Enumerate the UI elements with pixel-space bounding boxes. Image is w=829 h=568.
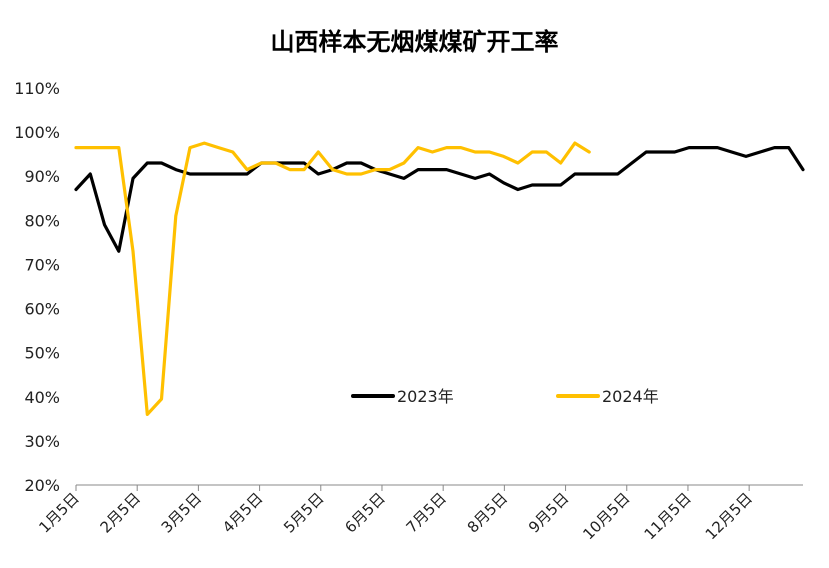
y-tick-label: 90% — [24, 167, 60, 186]
y-tick-label: 100% — [14, 123, 60, 142]
y-tick-label: 40% — [24, 388, 60, 407]
x-tick-label: 9月5日 — [525, 489, 572, 536]
y-tick-label: 70% — [24, 255, 60, 274]
x-tick-label: 8月5日 — [464, 489, 511, 536]
y-tick-label: 20% — [24, 476, 60, 495]
x-tick-label: 2月5日 — [97, 489, 144, 536]
series-lines — [74, 141, 805, 416]
series-line-2024 — [74, 141, 591, 416]
legend-label-2023: 2023年 — [397, 387, 454, 406]
x-tick-label: 11月5日 — [641, 489, 695, 543]
y-tick-label: 60% — [24, 300, 60, 319]
y-tick-label: 30% — [24, 432, 60, 451]
legend: 2023年 2024年 — [351, 387, 659, 406]
x-tick-label: 5月5日 — [280, 489, 327, 536]
y-tick-label: 110% — [14, 79, 60, 98]
x-tick-label: 4月5日 — [219, 489, 266, 536]
series-line-2023 — [74, 146, 805, 253]
x-tick-label: 6月5日 — [341, 489, 388, 536]
x-axis-ticks: 1月5日 2月5日 3月5日 4月5日 5月5日 6月5日 7月5日 8月5日 9月5日 10月5… — [35, 485, 756, 543]
y-tick-label: 80% — [24, 211, 60, 230]
x-tick-label: 12月5日 — [702, 489, 756, 543]
y-axis-ticks: 20% 30% 40% 50% 60% 70% 80% 90% 100% 110% — [14, 79, 60, 495]
x-tick-label: 10月5日 — [579, 489, 633, 543]
x-tick-label: 3月5日 — [158, 489, 205, 536]
x-tick-label: 7月5日 — [403, 489, 450, 536]
x-tick-label: 1月5日 — [35, 489, 82, 536]
legend-label-2024: 2024年 — [602, 387, 659, 406]
chart-title: 山西样本无烟煤煤矿开工率 — [270, 28, 559, 56]
y-tick-label: 50% — [24, 344, 60, 363]
